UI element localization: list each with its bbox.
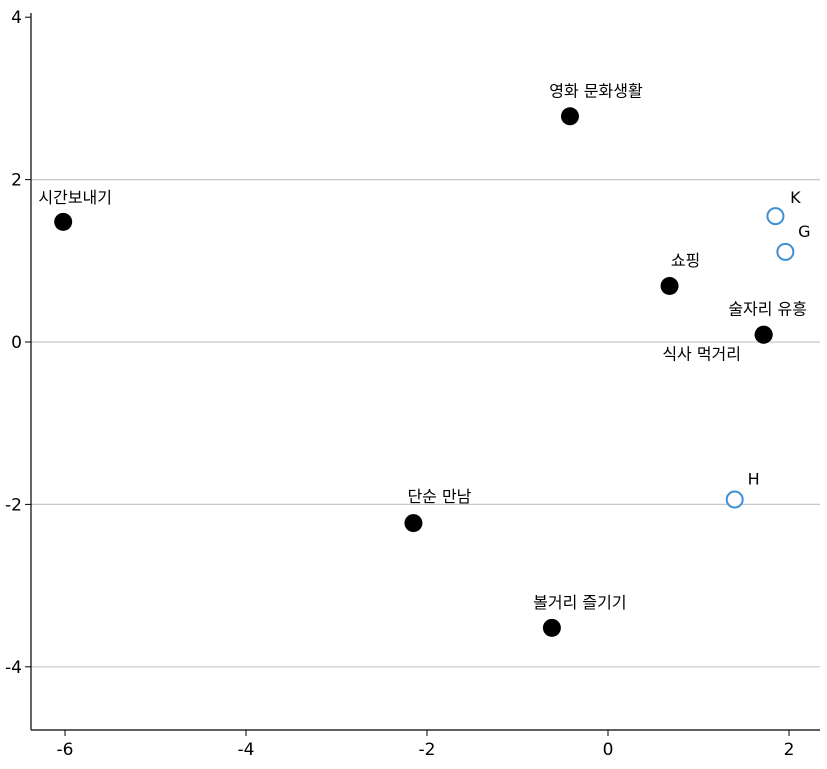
point-label-0-4: 식사 먹거리 [662,345,741,364]
point-label-1-1: G [798,222,810,241]
point-label-0-3: 술자리 유흥 [728,300,807,319]
point-label-0-2: 쇼핑 [671,251,700,270]
grid-lines [31,179,820,668]
x-tick-label: 0 [603,740,614,760]
point-0-1 [54,212,73,231]
point-label-0-5: 단순 만남 [407,487,471,506]
y-tick-label: 2 [11,171,22,191]
y-tick-label: -4 [5,658,22,678]
axes [25,13,820,736]
x-tick-label: -2 [419,740,436,760]
point-0-0 [560,107,579,126]
point-0-4 [754,325,773,344]
tick-labels: -4 -2 0 2 4 -6 -4 -2 0 2 [5,8,794,760]
point-label-1-2: H [748,470,760,489]
point-label-0-0: 영화 문화생활 [549,81,643,100]
point-label-0-6: 볼거리 즐기기 [533,593,626,612]
point-0-6 [542,618,561,637]
x-tick-label: 2 [784,740,795,760]
point-1-1 [776,242,795,261]
point-0-2 [660,276,679,295]
point-0-5 [404,514,423,533]
point-1-0 [766,207,785,226]
y-tick-label: 4 [11,8,22,28]
point-label-0-1: 시간보내기 [38,188,112,207]
data-points [54,107,795,637]
y-tick-label: -2 [5,495,22,515]
x-tick-label: -6 [57,740,74,760]
point-label-1-0: K [790,188,801,207]
y-tick-label: 0 [11,333,22,353]
point-1-2 [725,490,744,509]
x-tick-label: -4 [238,740,255,760]
